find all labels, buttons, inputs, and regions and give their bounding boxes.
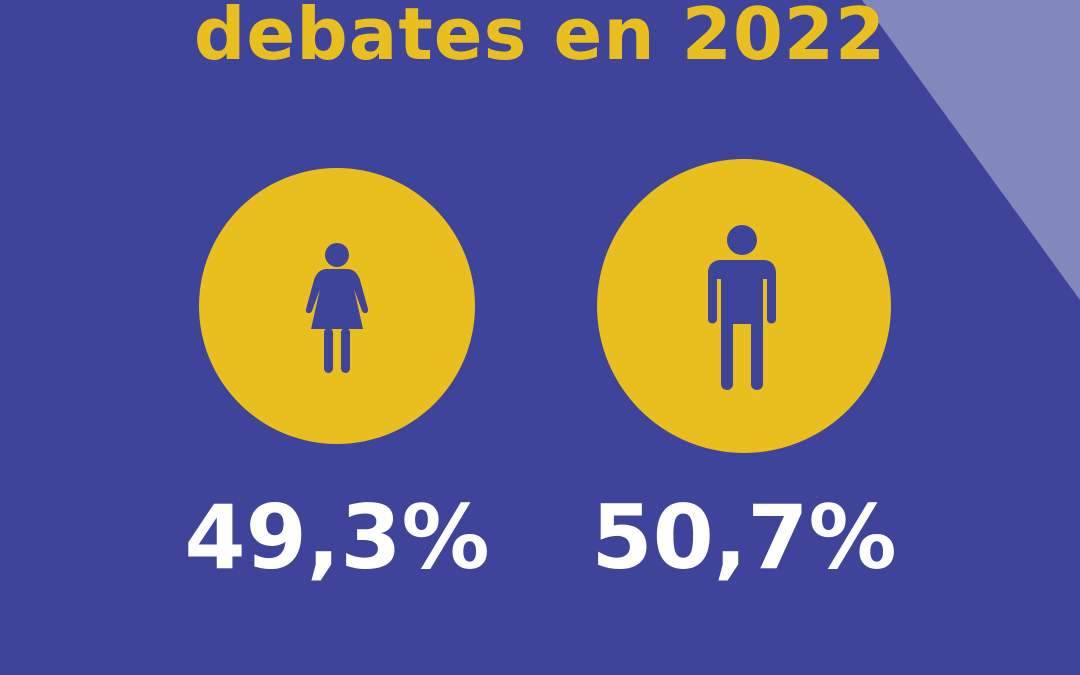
- male-circle: [597, 159, 891, 453]
- male-percentage: 50,7%: [591, 486, 897, 589]
- man-icon: [708, 225, 776, 390]
- woman-icon: [305, 243, 369, 373]
- female-percentage: 49,3%: [184, 486, 490, 589]
- female-circle: [199, 168, 475, 444]
- headline: debates en 2022: [193, 0, 887, 76]
